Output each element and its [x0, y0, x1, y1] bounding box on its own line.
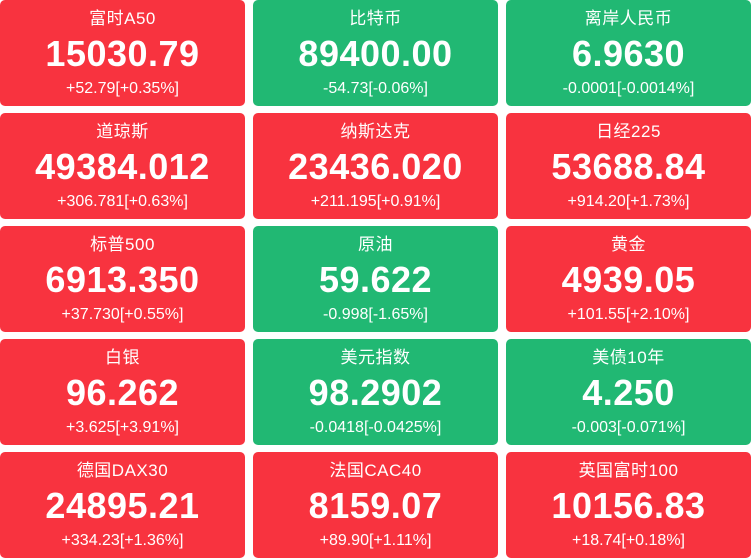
market-name: 法国CAC40: [329, 460, 422, 480]
market-price: 24895.21: [45, 484, 200, 526]
market-name: 原油: [358, 234, 393, 254]
market-tile-13[interactable]: 法国CAC40 8159.07 +89.90[+1.11%]: [253, 452, 498, 558]
market-price: 53688.84: [551, 145, 706, 187]
market-change: -0.0418[-0.0425%]: [309, 418, 442, 436]
market-name: 美元指数: [340, 347, 411, 367]
market-name: 白银: [105, 347, 140, 367]
market-change: +18.74[+0.18%]: [572, 531, 685, 549]
market-price: 23436.020: [288, 145, 463, 187]
market-price: 49384.012: [35, 145, 210, 187]
market-price: 6.9630: [571, 32, 686, 74]
market-change: +101.55[+2.10%]: [567, 305, 690, 323]
market-tile-8[interactable]: 黄金 4939.05 +101.55[+2.10%]: [506, 226, 751, 332]
market-name: 黄金: [611, 234, 646, 254]
market-tile-11[interactable]: 美债10年 4.250 -0.003[-0.071%]: [506, 339, 751, 445]
market-tile-6[interactable]: 标普500 6913.350 +37.730[+0.55%]: [0, 226, 245, 332]
market-name: 英国富时100: [578, 460, 679, 480]
market-tile-9[interactable]: 白银 96.262 +3.625[+3.91%]: [0, 339, 245, 445]
market-price: 89400.00: [298, 32, 453, 74]
market-change: +306.781[+0.63%]: [57, 192, 188, 210]
market-name: 离岸人民币: [584, 8, 673, 28]
market-change: +914.20[+1.73%]: [567, 192, 690, 210]
market-name: 道琼斯: [96, 121, 149, 141]
market-price: 59.622: [318, 258, 433, 300]
market-tile-4[interactable]: 纳斯达克 23436.020 +211.195[+0.91%]: [253, 113, 498, 219]
market-name: 标普500: [90, 234, 155, 254]
market-name: 美债10年: [592, 347, 665, 367]
market-tile-2[interactable]: 离岸人民币 6.9630 -0.0001[-0.0014%]: [506, 0, 751, 106]
market-tile-0[interactable]: 富时A50 15030.79 +52.79[+0.35%]: [0, 0, 245, 106]
market-change: -54.73[-0.06%]: [323, 79, 428, 97]
market-name: 德国DAX30: [76, 460, 169, 480]
market-change: +334.23[+1.36%]: [61, 531, 184, 549]
market-name: 比特币: [349, 8, 402, 28]
market-price: 98.2902: [308, 371, 443, 413]
market-change: -0.998[-1.65%]: [323, 305, 428, 323]
market-change: +89.90[+1.11%]: [319, 531, 432, 549]
market-change: -0.003[-0.071%]: [571, 418, 686, 436]
market-change: +52.79[+0.35%]: [66, 79, 179, 97]
market-price: 10156.83: [551, 484, 706, 526]
market-tile-14[interactable]: 英国富时100 10156.83 +18.74[+0.18%]: [506, 452, 751, 558]
market-price: 15030.79: [45, 32, 200, 74]
market-tile-1[interactable]: 比特币 89400.00 -54.73[-0.06%]: [253, 0, 498, 106]
market-tile-5[interactable]: 日经225 53688.84 +914.20[+1.73%]: [506, 113, 751, 219]
market-name: 富时A50: [89, 8, 156, 28]
market-change: +37.730[+0.55%]: [61, 305, 184, 323]
market-name: 日经225: [596, 121, 661, 141]
market-change: +211.195[+0.91%]: [310, 192, 441, 210]
market-price: 8159.07: [308, 484, 443, 526]
market-tile-3[interactable]: 道琼斯 49384.012 +306.781[+0.63%]: [0, 113, 245, 219]
market-price: 6913.350: [45, 258, 200, 300]
market-price: 96.262: [65, 371, 180, 413]
market-change: +3.625[+3.91%]: [66, 418, 179, 436]
market-tile-7[interactable]: 原油 59.622 -0.998[-1.65%]: [253, 226, 498, 332]
market-change: -0.0001[-0.0014%]: [562, 79, 695, 97]
market-tile-12[interactable]: 德国DAX30 24895.21 +334.23[+1.36%]: [0, 452, 245, 558]
market-tile-10[interactable]: 美元指数 98.2902 -0.0418[-0.0425%]: [253, 339, 498, 445]
market-price: 4939.05: [561, 258, 696, 300]
market-price: 4.250: [582, 371, 675, 413]
market-name: 纳斯达克: [340, 121, 411, 141]
